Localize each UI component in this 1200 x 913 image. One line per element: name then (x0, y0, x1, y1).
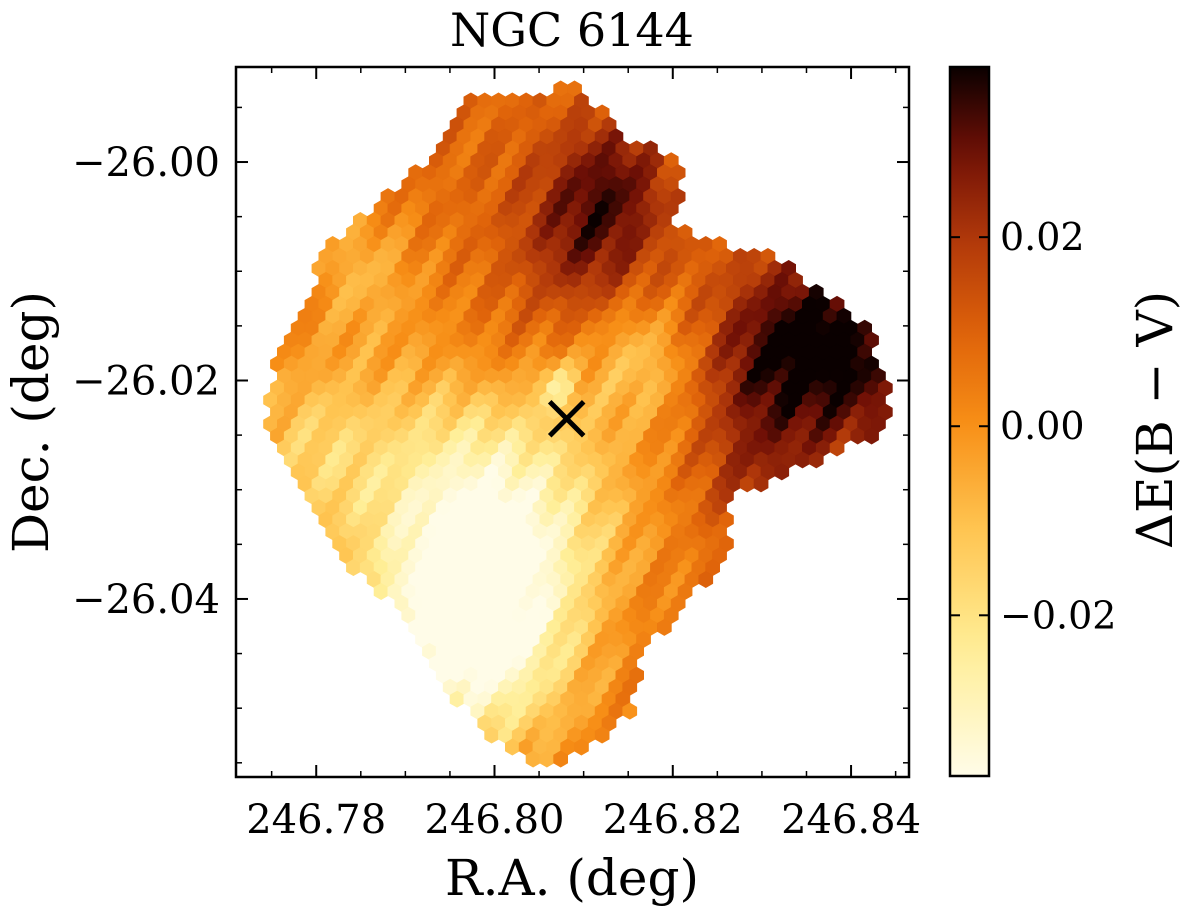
colorbar-frame (948, 65, 991, 778)
hex-cell (622, 702, 638, 720)
center-marker-stroke (547, 399, 586, 438)
y-tick-label: −26.02 (72, 358, 220, 404)
hex-cell (698, 571, 714, 589)
hex-cell (553, 750, 569, 768)
hex-cell (574, 738, 589, 756)
y-tick-label: −26.04 (72, 577, 220, 623)
x-tick-label: 246.78 (246, 797, 386, 843)
chart-title: NGC 6144 (450, 3, 694, 57)
cluster-center-marker (547, 399, 586, 438)
colorbar (950, 67, 989, 776)
hex-cell (864, 427, 879, 445)
hex-cell (774, 463, 790, 481)
x-tick-label: 246.82 (603, 797, 743, 843)
x-tick-label: 246.84 (781, 797, 921, 843)
hex-cell (808, 451, 824, 469)
hex-cell (753, 475, 769, 493)
x-tick-label: 246.80 (425, 797, 565, 843)
colorbar-ticks: −0.02 0.00 0.02 (950, 215, 1116, 637)
y-tick-label: −26.00 (72, 140, 220, 186)
y-axis-label: Dec. (deg) (2, 291, 60, 553)
y-axis-ticks: −26.00 −26.02 −26.04 (72, 106, 909, 764)
plot-frame (234, 65, 911, 779)
hex-cell (656, 618, 672, 636)
colorbar-tick-label: 0.00 (1000, 404, 1085, 448)
colorbar-tick-label: −0.02 (1000, 593, 1116, 637)
hex-cell (829, 439, 845, 457)
colorbar-label: ΔE(B − V) (1126, 291, 1184, 549)
hexbin-cells (263, 80, 893, 768)
x-axis-ticks: 246.78 246.80 246.82 246.84 (246, 67, 921, 843)
colorbar-tick-label: 0.02 (1000, 215, 1085, 259)
hex-cell (594, 726, 610, 744)
x-axis-label: R.A. (deg) (445, 849, 699, 907)
